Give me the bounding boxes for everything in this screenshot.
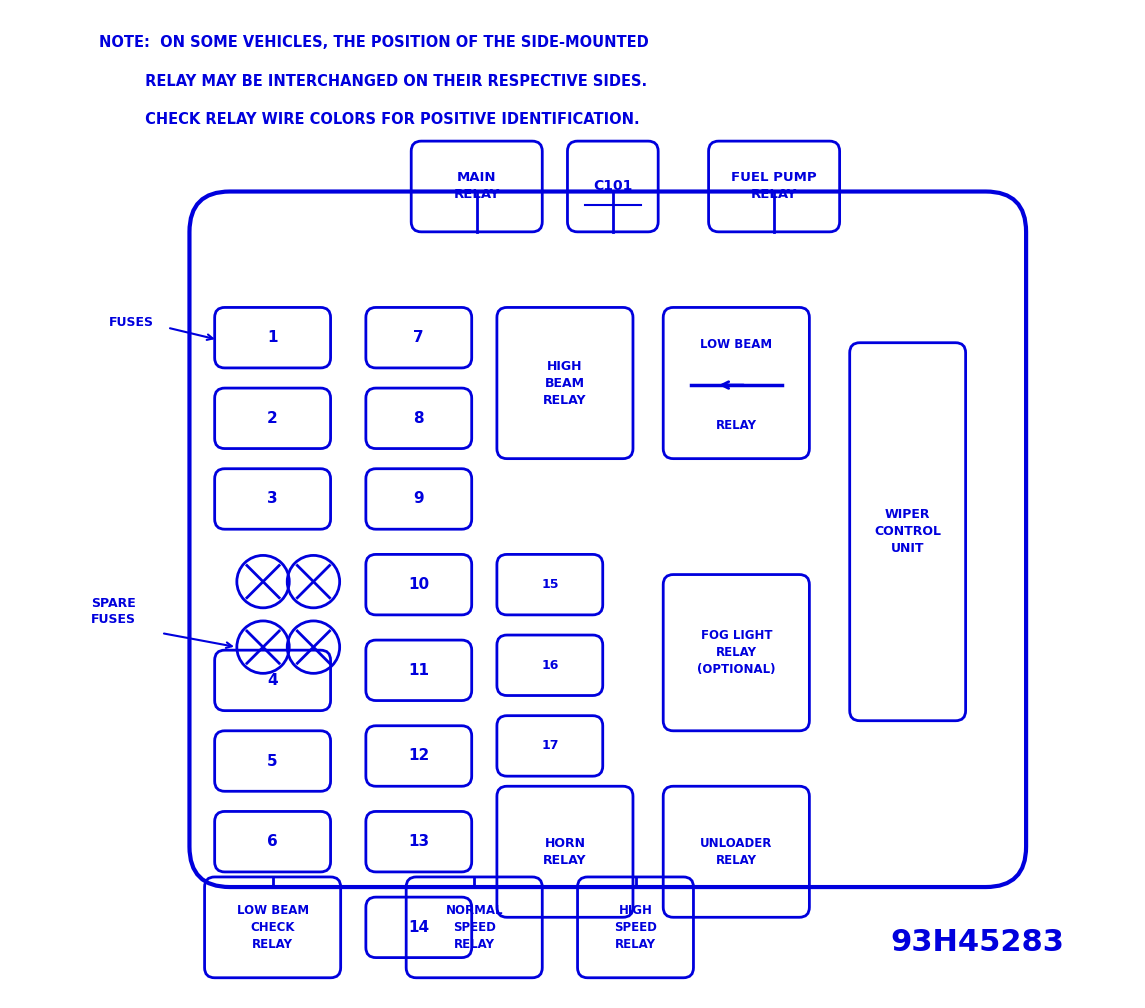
Text: FUSES: FUSES xyxy=(109,317,153,329)
Text: CHECK RELAY WIRE COLORS FOR POSITIVE IDENTIFICATION.: CHECK RELAY WIRE COLORS FOR POSITIVE IDE… xyxy=(98,112,639,127)
Text: HIGH
SPEED
RELAY: HIGH SPEED RELAY xyxy=(614,904,657,951)
Text: 1: 1 xyxy=(268,331,278,345)
Text: 14: 14 xyxy=(409,920,429,934)
Text: RELAY MAY BE INTERCHANGED ON THEIR RESPECTIVE SIDES.: RELAY MAY BE INTERCHANGED ON THEIR RESPE… xyxy=(98,74,647,89)
Text: 13: 13 xyxy=(409,835,429,849)
Text: UNLOADER
RELAY: UNLOADER RELAY xyxy=(700,837,773,867)
Text: 3: 3 xyxy=(267,492,278,506)
Text: HIGH
BEAM
RELAY: HIGH BEAM RELAY xyxy=(543,360,586,406)
Text: WIPER
CONTROL
UNIT: WIPER CONTROL UNIT xyxy=(874,508,941,555)
Text: HORN
RELAY: HORN RELAY xyxy=(543,837,586,867)
Text: 15: 15 xyxy=(542,579,559,591)
Text: 10: 10 xyxy=(409,578,429,592)
Text: LOW BEAM
CHECK
RELAY: LOW BEAM CHECK RELAY xyxy=(237,904,309,951)
Text: NOTE:  ON SOME VEHICLES, THE POSITION OF THE SIDE-MOUNTED: NOTE: ON SOME VEHICLES, THE POSITION OF … xyxy=(98,35,648,50)
Text: 16: 16 xyxy=(542,659,559,671)
Text: 2: 2 xyxy=(267,411,278,425)
Text: RELAY: RELAY xyxy=(716,419,757,431)
Text: 6: 6 xyxy=(267,835,278,849)
Text: C101: C101 xyxy=(593,179,632,194)
Text: MAIN
RELAY: MAIN RELAY xyxy=(453,171,500,202)
Text: NORMAL
SPEED
RELAY: NORMAL SPEED RELAY xyxy=(445,904,503,951)
Text: 17: 17 xyxy=(542,740,559,752)
Text: 5: 5 xyxy=(267,754,278,768)
Text: LOW BEAM: LOW BEAM xyxy=(701,339,773,351)
Text: FOG LIGHT
RELAY
(OPTIONAL): FOG LIGHT RELAY (OPTIONAL) xyxy=(697,629,775,676)
Text: 93H45283: 93H45283 xyxy=(890,928,1064,957)
Text: 9: 9 xyxy=(413,492,424,506)
Text: 8: 8 xyxy=(413,411,424,425)
Text: 4: 4 xyxy=(267,673,278,687)
Text: FUEL PUMP
RELAY: FUEL PUMP RELAY xyxy=(732,171,816,202)
Text: 11: 11 xyxy=(409,663,429,677)
Text: 7: 7 xyxy=(413,331,424,345)
Text: 12: 12 xyxy=(408,749,429,763)
Text: SPARE
FUSES: SPARE FUSES xyxy=(90,598,135,626)
